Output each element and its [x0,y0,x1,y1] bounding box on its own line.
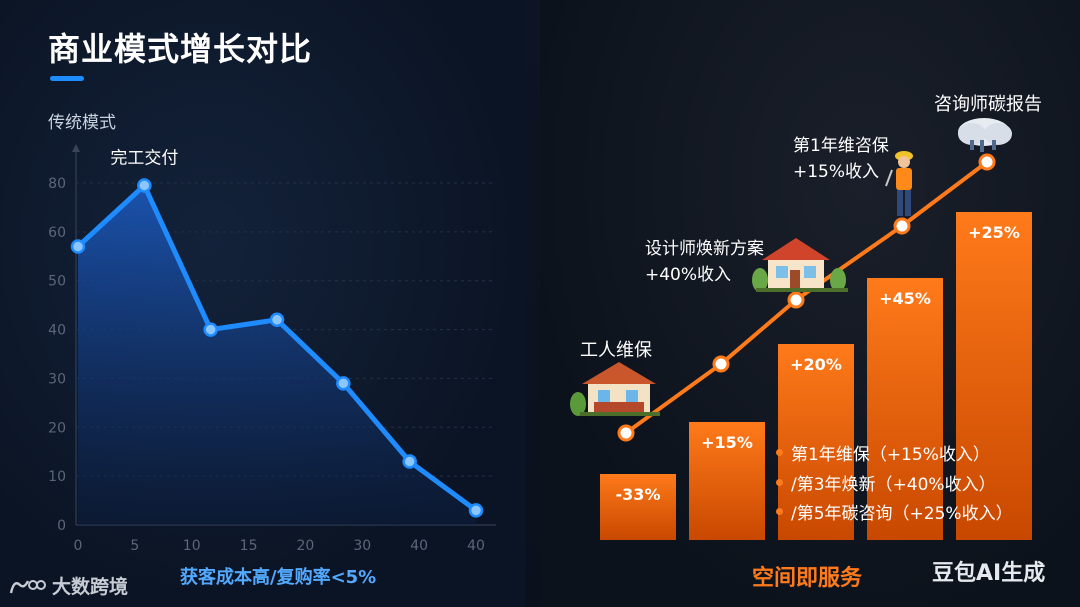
y-axis-arrow [72,144,80,152]
legend-item: /第3年焕新（+40%收入） [776,470,996,495]
y-tick-label: 50 [48,274,66,290]
cloud-icon [958,118,1012,152]
legend-label: /第3年焕新（+40%收入） [791,475,996,495]
x-tick-label: 20 [297,538,315,554]
left-line-chart: 0 10 20 30 40 50 60 80 0 5 10 15 20 30 40 40 完工交付 [48,144,496,554]
x-tick-label: 5 [130,538,139,554]
x-tick-label: 30 [353,538,371,554]
data-point [402,454,417,469]
annotation-designer-title: 设计师焕新方案 [645,239,764,259]
right-bar-chart: -33% +15% +20% +45% +25% [600,153,1032,540]
annotation-year1-value: +15%收入 [793,162,880,182]
brand-logo: 大数跨境 [8,572,128,599]
y-tick-label: 60 [48,225,66,241]
trend-point [617,424,635,442]
legend-dot [776,508,783,515]
bar [778,344,854,540]
house-icon [570,362,660,416]
y-tick-label: 40 [48,323,66,339]
bar [689,422,765,540]
y-tick-label: 10 [48,469,66,485]
y-tick-label: 30 [48,371,66,387]
data-point [468,503,484,518]
area-fill [78,185,476,525]
x-tick-label: 40 [410,538,428,554]
x-tick-label: 10 [183,538,201,554]
peak-label: 完工交付 [110,148,178,168]
bar-value-label: +25% [968,223,1020,242]
legend-item: /第5年碳咨询（+25%收入） [776,499,1013,524]
data-point [203,322,218,337]
annotation-year1-title: 第1年维咨保 [793,136,889,156]
left-caption: 获客成本高/复购率<5% [180,567,377,588]
annotation-worker-maintenance: 工人维保 [580,340,652,361]
page-title: 商业模式增长对比 [48,30,313,68]
x-tick-label: 40 [467,538,485,554]
bar-value-label: +20% [790,355,842,374]
bar-value-label: +45% [879,289,931,308]
left-subtitle: 传统模式 [48,113,116,133]
annotation-carbon-report: 咨询师碳报告 [934,94,1042,115]
legend-item: 第1年维保（+15%收入） [776,440,990,465]
legend-label: /第5年碳咨询（+25%收入） [791,504,1013,524]
house-icon [752,238,848,292]
right-caption: 空间即服务 [752,566,863,591]
bar [867,278,943,540]
y-tick-label: 80 [48,176,66,192]
title-underline [50,76,84,81]
brand-name: 大数跨境 [52,576,129,598]
trend-point [978,153,996,171]
trend-point [712,355,730,373]
worker-icon [885,151,913,216]
bar [956,212,1032,540]
y-tick-label: 20 [48,420,66,436]
y-tick-label: 0 [57,518,66,534]
bar-value-label: -33% [616,485,661,504]
x-tick-label: 0 [74,538,83,554]
trend-point [893,217,911,235]
bar-value-label: +15% [701,433,753,452]
brand-logo-icon [9,579,46,593]
data-point [137,178,152,193]
legend-dot [776,479,783,486]
data-point [336,376,351,391]
trend-point [787,291,805,309]
x-tick-label: 15 [240,538,258,554]
legend-label: 第1年维保（+15%收入） [791,445,990,465]
ai-watermark: 豆包AI生成 [932,561,1046,586]
annotation-designer-value: +40%收入 [645,265,732,285]
legend-dot [776,449,783,456]
bar [600,474,676,540]
data-point [70,239,86,254]
illustrations [570,118,1012,416]
data-point [269,312,285,328]
